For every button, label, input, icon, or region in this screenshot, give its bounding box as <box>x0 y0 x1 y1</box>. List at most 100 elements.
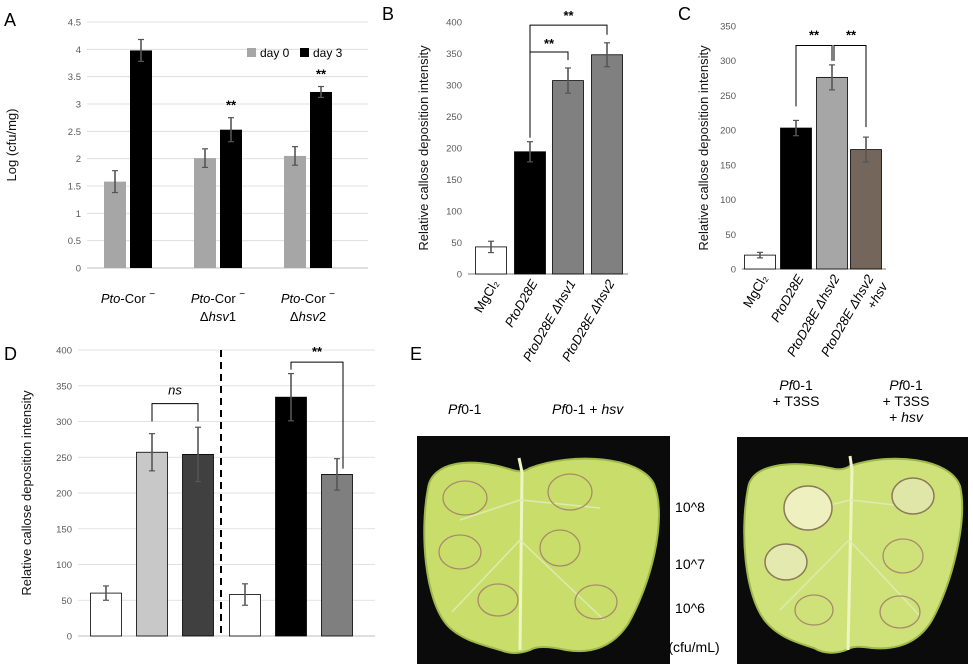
category-text: 2 <box>319 309 326 324</box>
y-tick-label: 0 <box>67 632 72 643</box>
y-axis-label: Relative callose deposition intensity <box>696 45 711 251</box>
y-axis-label: Relative callose deposition intensity <box>416 45 431 251</box>
legend-label: day 0 <box>260 46 290 60</box>
y-tick-label: 250 <box>56 453 72 464</box>
bar <box>194 158 216 268</box>
y-tick-label: 4.5 <box>68 18 81 29</box>
y-tick-label: 150 <box>446 175 462 186</box>
significance-label: ** <box>563 8 574 23</box>
y-tick-label: 3.5 <box>68 72 81 83</box>
infiltration-spot <box>442 480 488 516</box>
significance-label: ns <box>168 383 182 398</box>
category-text-italic: Pto <box>191 291 211 306</box>
panel-e-photos <box>417 436 968 664</box>
y-tick-label: 0 <box>76 264 81 275</box>
label-pf01-t3ss-hsv: Pf0-1 <box>889 377 923 393</box>
infiltration-spot <box>794 594 834 626</box>
category-text: -Cor <box>210 291 239 306</box>
significance-label: ** <box>316 67 327 82</box>
y-tick-label: 150 <box>720 160 736 171</box>
y-tick-label: 50 <box>61 596 72 607</box>
category-text-italic: Pto <box>101 291 121 306</box>
significance-label: ** <box>544 36 555 51</box>
category-text: 1 <box>229 309 236 324</box>
label-pf01-t3ss: Pf0-1 <box>779 377 813 393</box>
label-pf01-t3ss-hsv-line2: + T3SS <box>883 393 930 409</box>
significance-bracket <box>529 51 569 138</box>
y-tick-label: 50 <box>451 238 462 249</box>
x-category-label: MgCl₂ <box>740 272 771 310</box>
bar <box>816 76 848 270</box>
category-superscript: − <box>239 289 245 300</box>
label-pf01-hsv: Pf0-1 + hsv <box>552 401 624 417</box>
infiltration-spot-lesion <box>783 485 833 531</box>
chart-panel-a: 0 0.5 1 1.5 2 2.5 3 3.5 4 4.5 Log (cfu/mg) Pto-Cor … <box>4 18 368 324</box>
legend-swatch <box>247 48 256 57</box>
y-tick-label: 3 <box>76 100 81 111</box>
x-category-label: Pto-Cor − <box>281 289 335 306</box>
concentration-label: 10^7 <box>675 556 705 572</box>
infiltration-spot <box>879 595 921 629</box>
concentration-label: 10^8 <box>675 499 705 515</box>
concentration-label: 10^6 <box>675 600 705 616</box>
category-text: Δ <box>290 309 299 324</box>
concentration-unit: (cfu/mL) <box>668 639 719 655</box>
y-tick-label: 300 <box>446 81 462 92</box>
infiltration-spot <box>547 473 593 511</box>
category-superscript: − <box>149 289 155 300</box>
bar <box>310 91 332 269</box>
y-tick-label: 350 <box>720 22 736 33</box>
infiltration-spot <box>882 538 924 574</box>
category-superscript: − <box>329 289 335 300</box>
panel-label-c: C <box>678 4 691 24</box>
y-tick-label: 200 <box>56 489 72 500</box>
category-text-italic: Pto <box>281 291 301 306</box>
infiltration-spot-lesion <box>764 543 808 581</box>
y-tick-label: 400 <box>56 346 72 357</box>
bar <box>591 54 623 275</box>
category-text: -Cor <box>120 291 149 306</box>
infiltration-spot <box>438 534 482 570</box>
x-category-label: PtoD28E <box>502 277 541 330</box>
bar <box>514 151 546 275</box>
bar <box>275 396 307 637</box>
bar <box>284 155 306 268</box>
infiltration-spot <box>574 584 618 620</box>
y-tick-label: 250 <box>720 91 736 102</box>
significance-label: ** <box>312 344 323 359</box>
y-tick-label: 1.5 <box>68 182 81 193</box>
legend-label: day 3 <box>313 46 343 60</box>
bar <box>130 50 152 268</box>
y-tick-label: 100 <box>56 560 72 571</box>
y-tick-label: 2.5 <box>68 127 81 138</box>
y-tick-label: 300 <box>56 417 72 428</box>
panel-label-e: E <box>410 344 422 364</box>
y-tick-label: 200 <box>446 144 462 155</box>
y-tick-label: 0 <box>731 265 736 276</box>
y-tick-label: 350 <box>56 381 72 392</box>
leaf-midrib-right <box>846 455 854 651</box>
category-text: Δ <box>200 309 209 324</box>
y-tick-label: 100 <box>446 207 462 218</box>
y-axis-label: Relative callose deposition intensity <box>19 390 34 596</box>
significance-bracket <box>529 24 608 52</box>
category-text-italic: hsv <box>299 309 321 324</box>
x-category-label: PtoD28E <box>768 272 807 325</box>
bar <box>104 181 126 268</box>
panel-label-a: A <box>4 10 16 30</box>
y-tick-label: 400 <box>446 18 462 29</box>
y-tick-label: 350 <box>446 49 462 60</box>
x-category-label-line2: Δhsv1 <box>200 309 236 324</box>
panel-label-b: B <box>382 4 394 24</box>
y-tick-label: 2 <box>76 154 81 165</box>
leaf-photo-right <box>737 437 968 664</box>
infiltration-spot <box>539 529 581 567</box>
x-category-label: MgCl₂ <box>471 277 502 315</box>
significance-label: ** <box>846 27 857 42</box>
significance-label: ** <box>226 98 237 113</box>
panel-label-d: D <box>4 344 17 364</box>
y-tick-label: 150 <box>56 524 72 535</box>
significance-label: ** <box>809 27 820 42</box>
y-axis-label: Log (cfu/mg) <box>4 109 19 182</box>
